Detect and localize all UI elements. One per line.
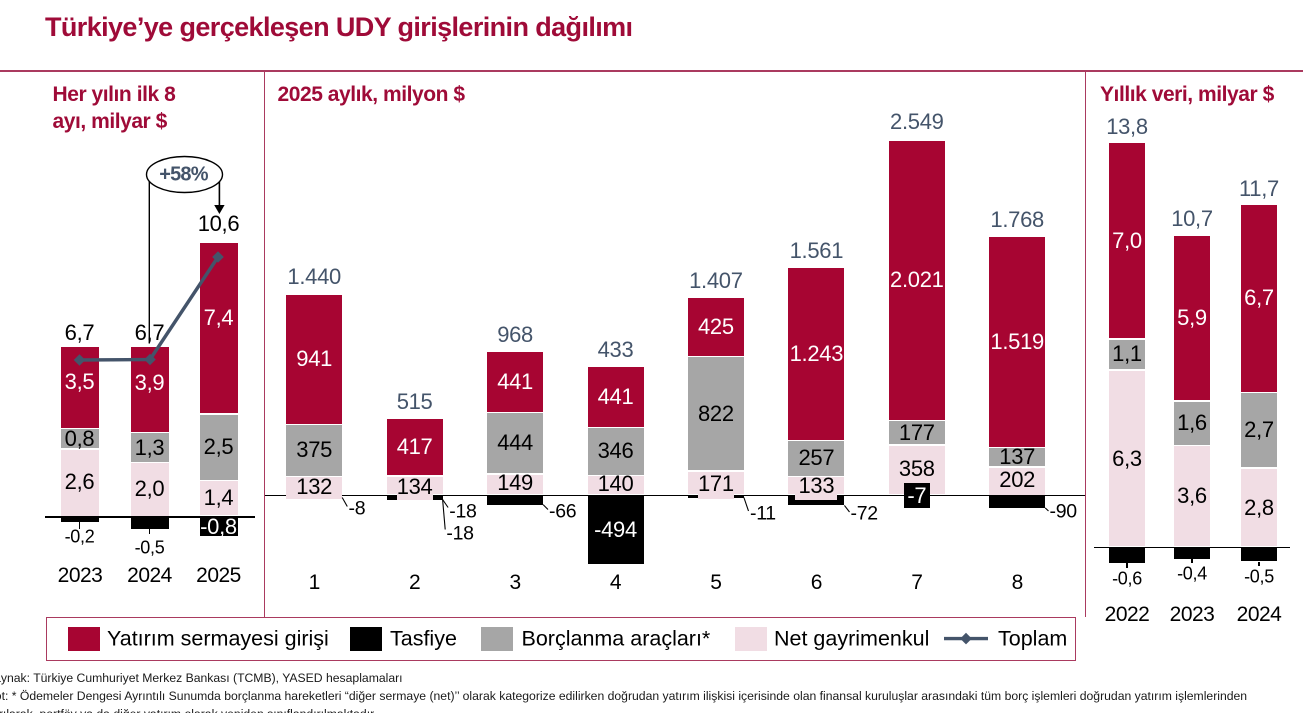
svg-text:+58%: +58% bbox=[159, 164, 209, 186]
